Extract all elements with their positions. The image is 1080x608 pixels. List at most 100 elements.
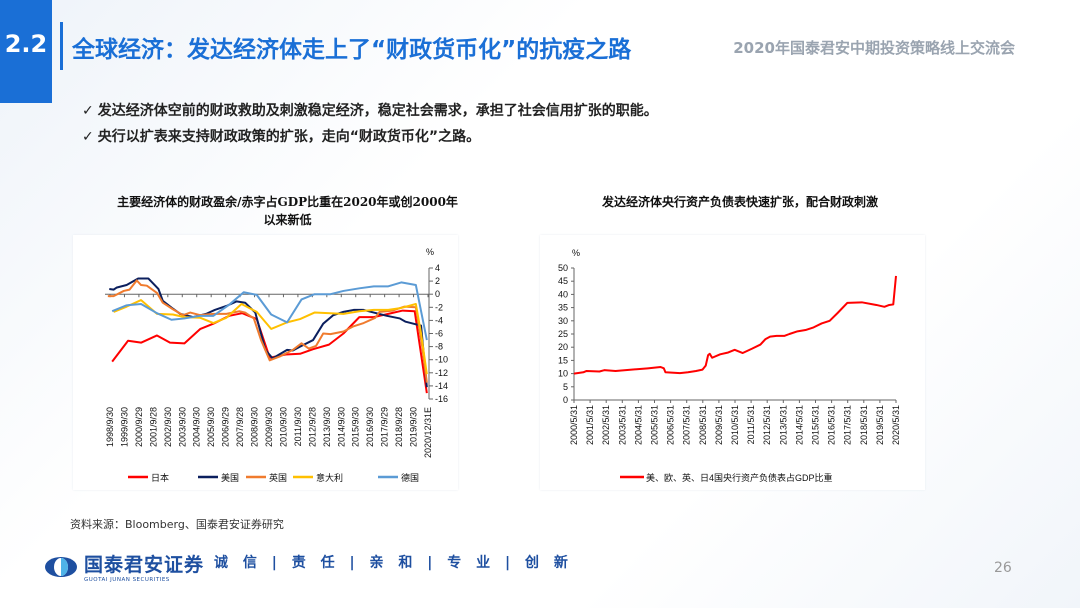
- y-tick-label: 30: [558, 316, 568, 326]
- legend-label: 意大利: [316, 472, 343, 483]
- y-tick-label: 20: [558, 342, 568, 352]
- y-tick-label: -4: [435, 315, 443, 325]
- x-tick-label: 2004/5/31: [633, 405, 643, 445]
- x-tick-label: 2006/5/31: [666, 405, 676, 445]
- x-tick-label: 2011/5/31: [746, 405, 756, 444]
- x-tick-label: 2018/5/31: [859, 405, 869, 445]
- legend-label: 英国: [269, 472, 287, 483]
- legend-label: 日本: [151, 472, 169, 483]
- x-tick-label: 2001/5/31: [585, 405, 595, 445]
- y-tick-label: 35: [558, 303, 568, 313]
- series-line-英国: [107, 279, 428, 383]
- page-number: 26: [994, 560, 1012, 576]
- logo-text: 国泰君安证券: [84, 554, 205, 576]
- x-tick-label: 1999/9/30: [119, 407, 129, 447]
- bullet-2: ✓ 央行以扩表来支持财政政策的扩张，走向“财政货币化”之路。: [82, 126, 480, 146]
- page-title: 全球经济：发达经济体走上了“财政货币化”的抗疫之路: [72, 37, 632, 63]
- x-tick-label: 2007/5/31: [682, 405, 692, 445]
- x-tick-label: 2019/9/30: [409, 407, 419, 447]
- x-tick-label: 2015/5/31: [811, 405, 821, 445]
- y-tick-label: -10: [435, 355, 448, 365]
- x-tick-label: 2020/5/31: [891, 405, 901, 445]
- y-tick-label: -14: [435, 381, 448, 391]
- x-tick-label: 2013/5/31: [778, 405, 788, 445]
- bullet-text: 央行以扩表来支持财政政策的扩张，走向“财政货币化”之路。: [97, 129, 481, 145]
- source-note: 资料来源：Bloomberg、国泰君安证券研究: [70, 518, 284, 531]
- x-tick-label: 2007/9/28: [235, 407, 245, 447]
- series-line-德国: [111, 281, 428, 341]
- section-number: 2.2: [0, 0, 52, 103]
- x-tick-label: 2018/9/28: [394, 407, 404, 447]
- x-tick-label: 2009/5/31: [714, 405, 724, 445]
- x-tick-label: 2008/5/31: [698, 405, 708, 445]
- y-tick-label: -8: [435, 342, 443, 352]
- conference-name: 2020年国泰君安中期投资策略线上交流会: [733, 39, 1015, 57]
- y-unit: %: [426, 247, 434, 257]
- x-tick-label: 2016/9/30: [365, 407, 375, 447]
- fiscal-balance-chart: 4 2 0 -2 -4 -6 -8 -10 -12 -14 -16% 1998/9/30 1999/9/…: [105, 247, 448, 483]
- logo-mark-icon: [45, 556, 77, 577]
- legend-label: 德国: [401, 472, 419, 483]
- legend-label: 美、欧、英、日4国央行资产负债表占GDP比重: [646, 472, 833, 483]
- x-tick-label: 2015/9/30: [351, 407, 361, 447]
- x-tick-label: 2013/9/30: [322, 407, 332, 447]
- chart1-panel: 4 2 0 -2 -4 -6 -8 -10 -12 -14 -16% 1998/9/30 1999/9/…: [73, 235, 458, 490]
- x-tick-label: 2005/5/31: [650, 405, 660, 445]
- legend-label: 美国: [221, 472, 239, 483]
- y-tick-label: 0: [435, 289, 440, 299]
- x-tick-label: 2014/5/31: [794, 405, 804, 445]
- chart2-title: 发达经济体央行资产负债表快速扩张，配合财政刺激: [601, 195, 878, 209]
- y-tick-label: -12: [435, 368, 448, 378]
- x-tick-label: 2012/9/28: [307, 407, 317, 447]
- x-tick-label: 2009/9/30: [264, 407, 274, 447]
- x-tick-label: 2017/5/31: [843, 405, 853, 445]
- x-tick-label: 2008/9/30: [250, 407, 260, 447]
- y-tick-label: 15: [558, 355, 568, 365]
- x-tick-label: 2010/5/31: [730, 405, 740, 445]
- y-tick-label: -6: [435, 329, 443, 339]
- y-tick-label: 50: [558, 263, 568, 273]
- x-tick-label: 2020/12/31E: [423, 407, 433, 458]
- chart1-title: 主要经济体的财政盈余/赤字占GDP比重在2020年或创2000年以来新低: [117, 195, 458, 227]
- bullet-1: ✓ 发达经济体空前的财政救助及刺激稳定经济，稳定社会需求，承担了社会信用扩张的职能…: [82, 100, 658, 120]
- series-line-日本: [111, 309, 428, 394]
- x-tick-label: 2006/9/29: [221, 407, 231, 447]
- x-tick-label: 2019/5/31: [875, 405, 885, 445]
- y-tick-label: 2: [435, 276, 440, 286]
- x-tick-label: 2003/5/31: [617, 405, 627, 445]
- x-tick-label: 2003/9/30: [177, 407, 187, 447]
- y-tick-label: -2: [435, 302, 443, 312]
- company-logo: 国泰君安证券 GUOTAI JUNAN SECURITIES: [44, 550, 204, 583]
- bullet-text: 发达经济体空前的财政救助及刺激稳定经济，稳定社会需求，承担了社会信用扩张的职能。: [97, 103, 658, 119]
- x-tick-label: 2004/9/30: [192, 407, 202, 447]
- series-line-美国: [109, 277, 428, 388]
- y-tick-label: 45: [558, 276, 568, 286]
- x-tick-label: 2002/5/31: [601, 405, 611, 445]
- y-tick-label: 4: [435, 263, 440, 273]
- company-motto: 诚 信 | 责 任 | 亲 和 | 专 业 | 创 新: [214, 555, 573, 571]
- x-tick-label: 2011/9/30: [293, 407, 303, 446]
- series-line-意大利: [113, 299, 428, 375]
- x-tick-label: 2016/5/31: [827, 405, 837, 445]
- x-tick-label: 2000/9/29: [134, 407, 144, 447]
- x-tick-label: 2010/9/30: [278, 407, 288, 447]
- y-tick-label: 10: [558, 369, 568, 379]
- y-tick-label: 25: [558, 329, 568, 339]
- y-unit: %: [572, 248, 580, 258]
- series-line: [573, 275, 897, 375]
- x-tick-label: 2012/5/31: [762, 405, 772, 445]
- y-tick-label: 5: [563, 382, 568, 392]
- x-tick-label: 2014/9/30: [336, 407, 346, 447]
- logo-subtext: GUOTAI JUNAN SECURITIES: [84, 577, 170, 583]
- x-tick-label: 2001/9/28: [148, 407, 158, 447]
- x-tick-label: 1998/9/30: [105, 407, 115, 447]
- check-icon: ✓: [82, 103, 94, 119]
- y-tick-label: 0: [563, 395, 568, 405]
- x-tick-label: 2017/9/29: [380, 407, 390, 447]
- y-tick-label: -16: [435, 394, 448, 404]
- y-tick-label: 40: [558, 289, 568, 299]
- x-tick-label: 2002/9/30: [163, 407, 173, 447]
- x-tick-label: 2000/5/31: [569, 405, 579, 445]
- title-divider: [60, 22, 63, 70]
